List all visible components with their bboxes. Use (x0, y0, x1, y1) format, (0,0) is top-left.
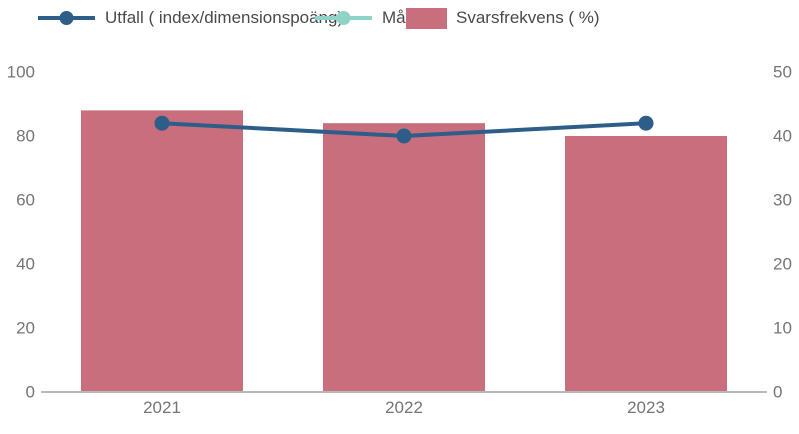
y-axis-left-tick-label: 100 (7, 63, 35, 82)
y-axis-left-tick-label: 80 (16, 127, 35, 146)
x-axis-category-label: 2021 (143, 398, 181, 417)
y-axis-right-tick-label: 10 (773, 319, 792, 338)
x-axis-category-label: 2022 (385, 398, 423, 417)
data-point-utfall (396, 128, 412, 144)
legend-item-utfall[interactable]: Utfall ( index/dimensionspoäng) (38, 6, 343, 30)
legend-item-svarsfrekvens[interactable]: Svarsfrekvens ( %) (406, 6, 600, 30)
y-axis-left-tick-label: 0 (26, 383, 35, 402)
y-axis-right-tick-label: 50 (773, 63, 792, 82)
bar-swatch-icon (406, 7, 447, 29)
legend-item-mal[interactable]: Mål (315, 6, 409, 30)
data-point-utfall (154, 115, 170, 131)
y-axis-left-tick-label: 20 (16, 319, 35, 338)
legend-label-mal: Mål (382, 8, 410, 27)
y-axis-right-tick-label: 40 (773, 127, 792, 146)
bar-svarsfrekvens (323, 123, 485, 392)
y-axis-right-tick-label: 20 (773, 255, 792, 274)
x-axis-category-label: 2023 (627, 398, 665, 417)
line-dot-marker-icon (315, 11, 372, 25)
y-axis-right-tick-label: 30 (773, 191, 792, 210)
y-axis-right-tick-label: 0 (773, 383, 782, 402)
y-axis-left-tick-label: 60 (16, 191, 35, 210)
line-dot-marker-icon (38, 11, 95, 25)
data-point-utfall (638, 115, 654, 131)
bar-svarsfrekvens (565, 136, 727, 392)
y-axis-left-tick-label: 40 (16, 255, 35, 274)
legend-label-utfall: Utfall ( index/dimensionspoäng) (105, 8, 344, 27)
bar-svarsfrekvens (81, 110, 243, 393)
legend-label-svarsfrekvens: Svarsfrekvens ( %) (456, 8, 600, 27)
